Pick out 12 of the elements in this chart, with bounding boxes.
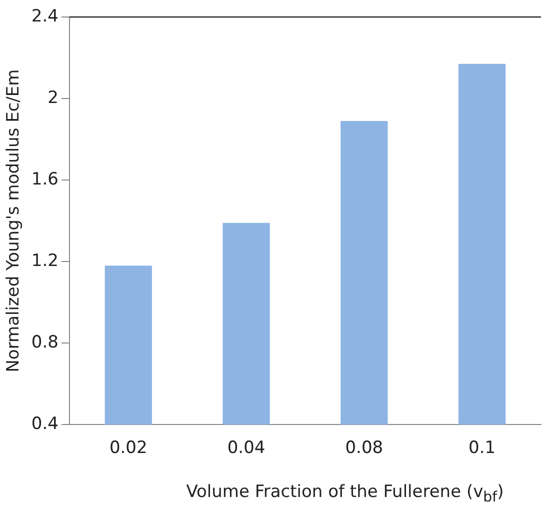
y-tick-label: 1.6 xyxy=(31,169,58,190)
x-tick-label: 0.02 xyxy=(109,438,148,458)
y-tick-label: 2 xyxy=(48,88,58,108)
y-tick-label: 0.4 xyxy=(31,414,58,434)
y-tick-label: 0.8 xyxy=(31,332,58,352)
y-tick-label: 1.2 xyxy=(31,250,58,271)
y-axis-title: Normalized Young's modulus Ec/Em xyxy=(4,69,24,372)
x-axis-title: Volume Fraction of the Fullerene (v$_{bf}$) xyxy=(185,482,505,506)
y-tick-label: 2.4 xyxy=(31,6,58,26)
x-tick-label: 0.04 xyxy=(227,438,266,458)
x-tick-label: 0.08 xyxy=(345,438,384,458)
x-tick-label: 0.1 xyxy=(468,438,496,458)
